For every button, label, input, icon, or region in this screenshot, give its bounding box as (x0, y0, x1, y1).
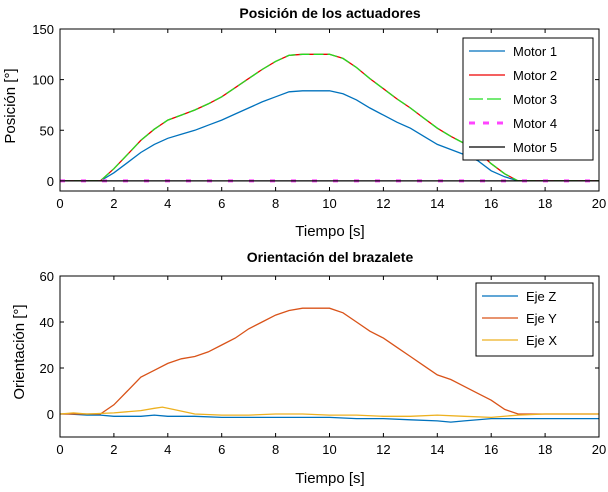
x-tick-label: 20 (592, 196, 606, 211)
x-tick-label: 2 (110, 442, 117, 457)
y-tick-label: 0 (47, 174, 54, 189)
x-axis-label: Tiempo [s] (295, 223, 364, 240)
legend-entry: Motor 5 (513, 140, 557, 155)
tick-labels: 0 2 4 6 8 10 12 14 16 18 20 0 50 100 150 (32, 22, 606, 211)
plot-area (60, 53, 599, 183)
legend-entry: Motor 3 (513, 92, 557, 107)
x-tick-label: 0 (56, 196, 63, 211)
y-tick-label: 150 (32, 22, 54, 37)
x-tick-label: 8 (272, 196, 279, 211)
x-tick-label: 18 (538, 196, 552, 211)
y-tick-label: 40 (40, 315, 54, 330)
x-tick-label: 2 (110, 196, 117, 211)
x-tick-label: 12 (376, 442, 390, 457)
axes-frame (59, 28, 600, 192)
legend-entry: Eje Y (526, 311, 557, 326)
legend: Eje Z Eje Y Eje X (475, 282, 594, 357)
axes-frame (59, 275, 600, 438)
chart-title: Posición de los actuadores (239, 5, 420, 21)
x-tick-label: 12 (376, 196, 390, 211)
y-tick-label: 100 (32, 73, 54, 88)
x-tick-label: 10 (322, 196, 336, 211)
legend-entry: Motor 4 (513, 116, 557, 131)
y-axis-label: Orientación [°] (11, 304, 28, 399)
chart-bracelet-orientation: Orientación del brazalete 0 2 4 6 8 10 12 14 16 1… (11, 249, 606, 487)
y-tick-label: 20 (40, 361, 54, 376)
y-tick-label: 0 (47, 407, 54, 422)
x-tick-label: 10 (322, 442, 336, 457)
y-tick-label: 60 (40, 269, 54, 284)
x-tick-label: 18 (538, 442, 552, 457)
series-line-motor-3 (60, 53, 599, 182)
x-tick-label: 4 (164, 196, 171, 211)
plot-area (59, 307, 599, 423)
series-line-eje-x (59, 406, 599, 419)
chart-title: Orientación del brazalete (247, 249, 414, 265)
tick-labels: 0 2 4 6 8 10 12 14 16 18 20 0 20 40 60 (40, 269, 607, 457)
x-tick-label: 14 (430, 442, 444, 457)
legend: Motor 1 Motor 2 Motor 3 Motor 4 Motor 5 (462, 37, 594, 161)
legend-box (462, 37, 594, 161)
legend-entry: Eje X (526, 333, 557, 348)
x-tick-label: 0 (56, 442, 63, 457)
x-axis-label: Tiempo [s] (295, 470, 364, 487)
series-line-eje-z (60, 413, 599, 423)
legend-entry: Motor 1 (513, 44, 557, 59)
x-tick-label: 20 (592, 442, 606, 457)
x-tick-label: 8 (272, 442, 279, 457)
series-line-motor-1 (60, 90, 599, 182)
x-tick-label: 6 (218, 442, 225, 457)
x-tick-label: 16 (484, 196, 498, 211)
x-tick-label: 4 (164, 442, 171, 457)
y-axis-label: Posición [°] (2, 68, 19, 143)
x-tick-label: 16 (484, 442, 498, 457)
series-line-eje-y (60, 307, 599, 415)
x-tick-label: 6 (218, 196, 225, 211)
legend-entry: Eje Z (526, 289, 556, 304)
legend-box (475, 282, 594, 357)
y-tick-label: 50 (40, 123, 54, 138)
x-tick-label: 14 (430, 196, 444, 211)
chart-actuator-position: Posición de los actuadores 0 2 4 6 8 10 12 14 16… (2, 5, 606, 240)
legend-entry: Motor 2 (513, 68, 557, 83)
